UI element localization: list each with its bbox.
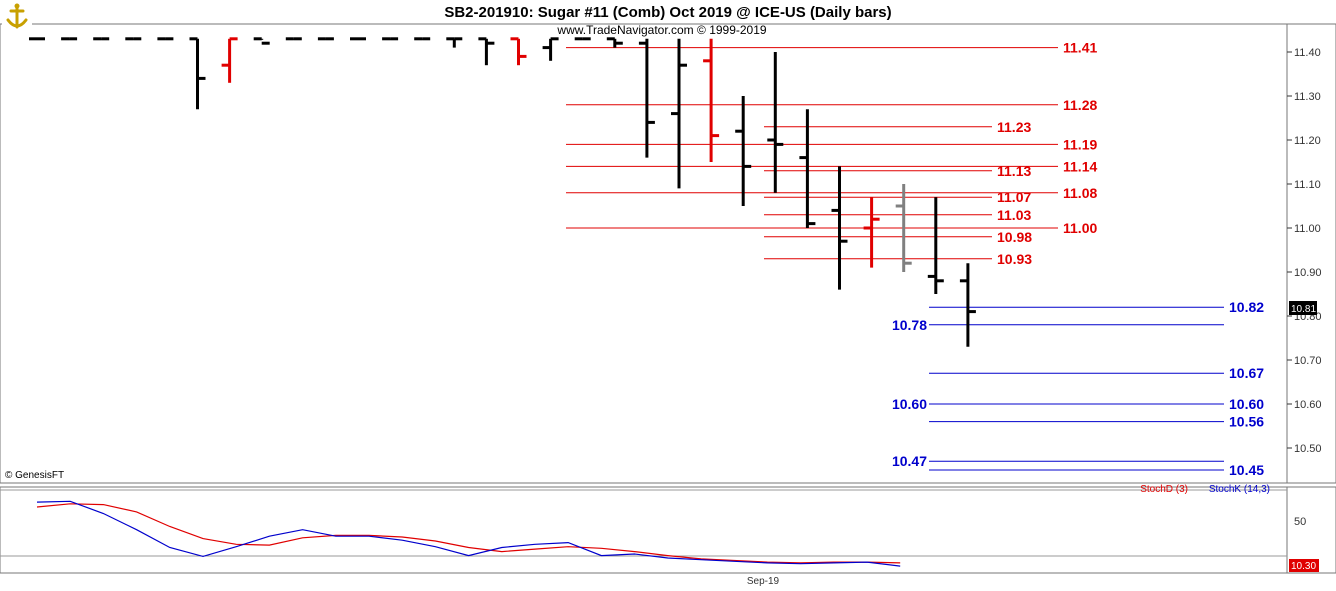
legend-stoch-d: StochD (3) <box>1140 484 1188 495</box>
support-label: 10.60 <box>1229 396 1264 412</box>
support-label: 10.45 <box>1229 462 1264 478</box>
price-panel-frame <box>0 23 1288 484</box>
chart-title: SB2-201910: Sugar #11 (Comb) Oct 2019 @ … <box>444 4 891 21</box>
price-tick-label: 10.70 <box>1294 355 1322 367</box>
support-label: 10.67 <box>1229 365 1264 381</box>
price-tick-label: 11.30 <box>1294 91 1321 103</box>
resistance-label: 11.08 <box>1063 185 1097 201</box>
resistance-label: 11.41 <box>1063 40 1097 56</box>
resistance-label: 11.13 <box>997 163 1031 179</box>
resistance-label: 10.98 <box>997 229 1032 245</box>
resistance-label: 11.03 <box>997 207 1031 223</box>
stoch-d-line <box>36 503 901 564</box>
price-tick-label: 11.00 <box>1294 223 1321 235</box>
stoch-panel-frame <box>0 486 1288 574</box>
chart-subtitle: www.TradeNavigator.com © 1999-2019 <box>556 23 766 37</box>
last-price-badge-bg <box>1289 301 1317 315</box>
anchor-logo-icon <box>2 2 32 32</box>
price-axis-panel <box>1286 23 1336 484</box>
support-label: 10.47 <box>892 453 927 469</box>
resistance-label: 11.07 <box>997 189 1031 205</box>
price-tick-label: 10.90 <box>1294 267 1322 279</box>
last-price-badge: 10.81 <box>1291 304 1316 315</box>
resistance-label: 11.28 <box>1063 97 1097 113</box>
price-tick-label: 11.10 <box>1294 179 1321 191</box>
price-tick-label: 10.60 <box>1294 399 1322 411</box>
stoch-k-line <box>36 500 901 567</box>
support-label: 10.56 <box>1229 414 1264 430</box>
resistance-label: 11.19 <box>1063 136 1097 152</box>
price-bars <box>29 37 976 347</box>
price-tick-label: 10.50 <box>1294 443 1322 455</box>
resistance-label: 11.00 <box>1063 220 1097 236</box>
x-tick-sep-19: Sep-19 <box>747 576 780 587</box>
stoch-last-badge-bg <box>1289 559 1319 572</box>
copyright-label: © GenesisFT <box>5 470 64 481</box>
resistance-label: 11.14 <box>1063 158 1097 174</box>
price-tick-label: 11.20 <box>1294 135 1321 147</box>
resistance-label: 11.23 <box>997 119 1031 135</box>
support-label: 10.60 <box>892 396 927 412</box>
price-tick-label: 11.40 <box>1294 47 1321 59</box>
support-resistance-levels: 11.41 11.28 11.23 11.19 11.14 11.13 11.08 11.07… <box>566 40 1264 478</box>
support-label: 10.78 <box>892 317 927 333</box>
stochastic-lines <box>36 500 901 567</box>
stoch-tick-50: 50 <box>1294 516 1306 528</box>
stoch-last-badge: 10.30 <box>1291 561 1316 572</box>
legend-stoch-k: StochK (14,3) <box>1209 484 1270 495</box>
resistance-label: 10.93 <box>997 251 1032 267</box>
stoch-axis-panel <box>1286 486 1336 574</box>
support-label: 10.82 <box>1229 299 1264 315</box>
